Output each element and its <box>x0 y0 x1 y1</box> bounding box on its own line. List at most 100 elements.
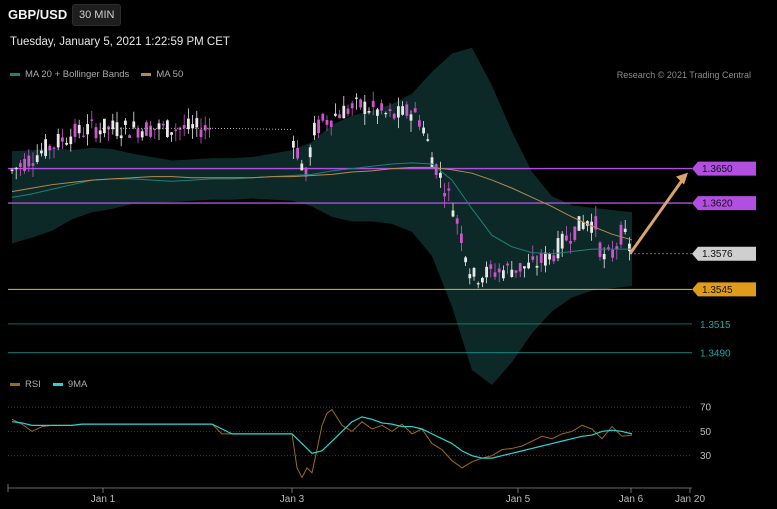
candle-body <box>187 118 190 130</box>
level-label-bg <box>692 196 756 211</box>
candle <box>371 91 375 116</box>
candle <box>531 245 535 263</box>
candle-body <box>69 136 73 145</box>
candle-body <box>363 101 367 114</box>
candle-body <box>157 123 161 130</box>
candle <box>313 115 316 140</box>
candle-body <box>615 246 619 250</box>
candle <box>174 123 178 142</box>
candle <box>573 226 577 243</box>
time-tick-label: Jan 20 <box>675 494 705 505</box>
candle-body <box>304 167 308 177</box>
candle-body <box>468 274 472 279</box>
candle <box>523 266 526 278</box>
rsi-9ma-line <box>11 416 633 459</box>
candle <box>166 119 169 138</box>
candle <box>27 149 31 172</box>
symbol-title: GBP/USD <box>8 7 68 22</box>
candle <box>182 114 186 137</box>
candle-body <box>161 123 165 126</box>
candle <box>317 115 320 138</box>
candle-body <box>577 216 581 231</box>
legend-rsi-label: RSI <box>25 379 41 390</box>
bollinger-band-area <box>12 47 632 385</box>
level-label-text: 1.3576 <box>702 249 733 260</box>
candle <box>439 161 442 188</box>
candlesticks <box>10 91 631 289</box>
candle-body <box>145 122 148 136</box>
candle <box>363 94 367 126</box>
time-tick-label: Jan 6 <box>619 494 644 505</box>
legend-ma20: MA 20 + Bollinger Bands <box>10 69 129 80</box>
candle-body <box>292 141 295 148</box>
candle-body <box>346 108 350 114</box>
level-label-bg <box>692 282 756 297</box>
candle <box>586 220 589 232</box>
candle-body <box>128 135 131 138</box>
candle-body <box>472 268 476 277</box>
candle <box>69 128 73 152</box>
candle-body <box>502 270 505 279</box>
rsi-tick-label: 30 <box>700 451 712 462</box>
candle <box>367 107 371 115</box>
candle-body <box>443 192 446 197</box>
price-levels <box>8 167 692 354</box>
candle-body <box>623 228 627 232</box>
candle <box>401 101 404 116</box>
candle-body <box>166 120 169 138</box>
candle-body <box>602 254 606 260</box>
interval-button[interactable]: 30 MIN <box>72 4 122 26</box>
candle-body <box>98 130 102 135</box>
candle-body <box>497 268 501 273</box>
candle <box>376 107 379 124</box>
time-tick-label: Jan 5 <box>506 494 531 505</box>
candle-body <box>359 99 362 108</box>
candle-body <box>124 120 127 125</box>
candle <box>359 98 362 110</box>
candle <box>107 125 110 141</box>
candle <box>514 270 518 278</box>
candle-body <box>182 124 186 129</box>
candle-body <box>506 263 509 266</box>
candle-body <box>73 123 77 137</box>
candle <box>170 132 173 142</box>
rsi-tick-label: 70 <box>700 403 712 414</box>
rsi-tick-label: 50 <box>700 427 712 438</box>
candle <box>623 219 627 235</box>
candle-body <box>527 262 530 269</box>
candle-body <box>191 124 194 129</box>
candle-body <box>308 147 312 158</box>
candle-body <box>535 265 539 268</box>
candle <box>98 122 102 143</box>
candle-body <box>170 132 173 135</box>
candle-body <box>510 269 514 277</box>
candle <box>77 119 81 139</box>
level-label-bg <box>692 246 756 261</box>
candle <box>422 121 425 136</box>
candle-body <box>376 109 379 116</box>
rsi-panel: 70 50 30 <box>8 403 712 479</box>
candle <box>527 253 530 270</box>
candle-body <box>48 145 52 151</box>
legend-rsi: RSI <box>10 379 41 390</box>
candle-body <box>19 163 22 167</box>
candle <box>31 152 35 177</box>
candle <box>468 268 472 285</box>
candle-body <box>52 147 56 149</box>
rsi-line <box>11 408 633 479</box>
candle <box>48 144 52 160</box>
candle <box>413 101 417 113</box>
candle <box>460 225 463 252</box>
candle-body <box>409 114 413 121</box>
level-label-1.3650: 1.3650 <box>692 161 756 176</box>
candle <box>447 181 451 202</box>
level-label-1.3545: 1.3545 <box>692 282 756 297</box>
candle <box>594 205 598 238</box>
candle <box>602 247 606 269</box>
candle-body <box>321 113 325 121</box>
candle-body <box>203 125 207 131</box>
candle-body <box>548 253 551 260</box>
candle <box>615 242 619 260</box>
candle <box>502 265 505 281</box>
